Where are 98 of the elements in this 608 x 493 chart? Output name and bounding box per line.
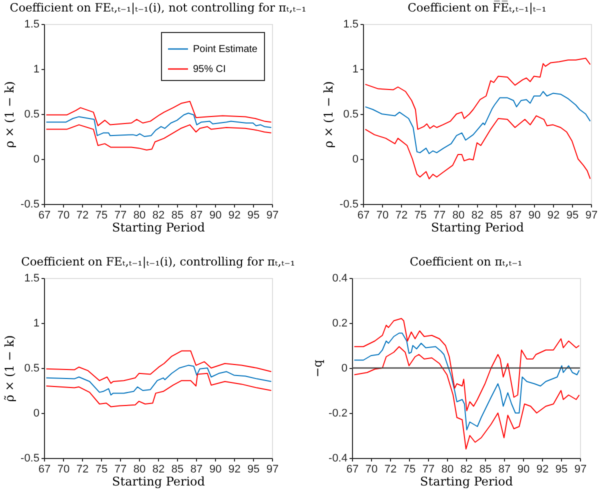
line-series	[46, 364, 272, 396]
x-tick-label: 85	[479, 464, 492, 476]
chart-title: Coefficient on F̅E̅ₜ,ₜ₋₁|ₜ₋₁	[408, 0, 546, 14]
line-series	[364, 91, 591, 154]
line-series	[354, 332, 580, 430]
x-tick-label: 72	[76, 464, 89, 476]
y-axis-title: ρ × (1 − k)	[2, 81, 17, 148]
x-tick-label: 80	[133, 210, 146, 222]
y-tick-label: 0.5	[24, 362, 40, 374]
line-series	[364, 115, 591, 180]
legend-label: Point Estimate	[193, 44, 258, 55]
x-tick-label: 82	[460, 464, 473, 476]
legend-label: 95% CI	[193, 64, 226, 75]
x-tick-label: 80	[452, 210, 465, 222]
x-tick-label: 70	[57, 210, 70, 222]
x-tick-label: 90	[209, 210, 222, 222]
x-tick-label: 82	[471, 210, 484, 222]
y-tick-label: 0	[352, 154, 358, 166]
x-tick-label: 92	[228, 464, 241, 476]
x-tick-label: 85	[171, 210, 184, 222]
line-series	[46, 350, 272, 384]
y-tick-label: 1.5	[343, 18, 358, 30]
x-tick-label: 77	[422, 464, 435, 476]
x-tick-label: 90	[209, 464, 222, 476]
line-series	[46, 112, 272, 137]
x-tick-label: 82	[152, 464, 165, 476]
x-tick-label: 75	[403, 464, 416, 476]
chart-title: Coefficient on FEₜ,ₜ₋₁|ₜ₋₁(i), not controlling for πₜ,ₜ₋₁	[10, 0, 306, 14]
line-series	[46, 124, 272, 150]
line-series	[46, 372, 272, 408]
x-tick-label: 77	[114, 210, 127, 222]
x-tick-label: 85	[171, 464, 184, 476]
x-tick-label: 67	[38, 464, 51, 476]
x-axis-title: Starting Period	[112, 474, 206, 488]
x-tick-label: 82	[152, 210, 165, 222]
x-tick-label: 75	[95, 210, 108, 222]
y-tick-label: 0	[33, 154, 40, 166]
x-tick-label: 97	[266, 464, 279, 476]
x-tick-label: 70	[57, 464, 70, 476]
x-tick-label: 72	[395, 210, 408, 222]
y-tick-label: 1	[352, 64, 358, 76]
y-tick-label: 1.5	[24, 18, 40, 30]
y-axis-title: ρ × (1 − k)	[322, 81, 336, 148]
x-tick-label: 97	[585, 210, 598, 222]
line-series	[354, 318, 580, 412]
x-tick-label: 87	[498, 464, 511, 476]
line-series	[46, 100, 272, 126]
y-tick-label: 0	[341, 362, 348, 374]
x-tick-label: 70	[376, 210, 389, 222]
x-tick-label: 80	[133, 464, 146, 476]
y-tick-label: 0	[33, 408, 40, 420]
x-tick-label: 95	[247, 210, 260, 222]
x-axis-title: Starting Period	[112, 220, 206, 234]
x-tick-label: 95	[247, 464, 260, 476]
x-tick-label: 67	[357, 210, 370, 222]
x-tick-label: 75	[95, 464, 108, 476]
y-tick-label: -0.2	[328, 408, 348, 420]
y-tick-label: 1	[33, 64, 40, 76]
y-tick-label: 0.5	[24, 108, 40, 120]
x-tick-label: 72	[384, 464, 397, 476]
y-axis-title: ρ̃ × (1 − k)	[2, 335, 17, 402]
y-tick-label: -0.5	[340, 198, 358, 210]
x-tick-label: 97	[574, 464, 587, 476]
x-tick-label: 95	[555, 464, 568, 476]
y-tick-label: -0.4	[328, 452, 348, 464]
x-tick-label: 75	[414, 210, 427, 222]
x-tick-label: 77	[114, 464, 127, 476]
x-axis-title: Starting Period	[431, 220, 524, 234]
line-series	[354, 346, 580, 450]
x-tick-label: 92	[536, 464, 549, 476]
x-tick-label: 95	[566, 210, 579, 222]
y-tick-label: 1.5	[24, 272, 40, 284]
y-tick-label: -0.5	[20, 198, 40, 210]
y-tick-label: 0.2	[332, 318, 348, 330]
x-tick-label: 87	[190, 210, 203, 222]
y-tick-label: -0.5	[20, 452, 40, 464]
line-series	[364, 58, 591, 130]
chart-title: Coefficient on πₜ,ₜ₋₁	[410, 254, 522, 268]
x-tick-label: 90	[528, 210, 541, 222]
x-tick-label: 90	[517, 464, 530, 476]
x-tick-label: 87	[509, 210, 522, 222]
chart-title: Coefficient on FEₜ,ₜ₋₁|ₜ₋₁(i), controlling for πₜ,ₜ₋₁	[21, 254, 295, 268]
x-tick-label: 70	[365, 464, 378, 476]
y-axis-title: −q	[310, 359, 325, 378]
x-tick-label: 67	[346, 464, 359, 476]
x-tick-label: 85	[490, 210, 503, 222]
y-tick-label: 0.5	[343, 108, 358, 120]
x-tick-label: 72	[76, 210, 89, 222]
y-tick-label: 0.4	[332, 272, 348, 284]
x-tick-label: 67	[38, 210, 51, 222]
x-tick-label: 87	[190, 464, 203, 476]
x-tick-label: 92	[547, 210, 560, 222]
x-tick-label: 92	[228, 210, 241, 222]
x-tick-label: 97	[266, 210, 279, 222]
x-tick-label: 80	[441, 464, 454, 476]
x-axis-title: Starting Period	[420, 474, 514, 488]
y-tick-label: 1	[33, 318, 40, 330]
x-tick-label: 77	[433, 210, 446, 222]
